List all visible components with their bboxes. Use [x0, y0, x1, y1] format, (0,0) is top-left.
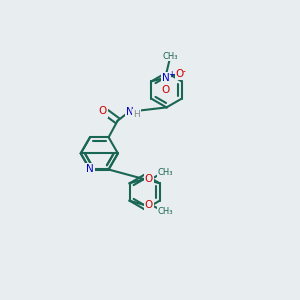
Text: O: O — [145, 174, 153, 184]
Text: O: O — [176, 69, 184, 79]
Text: H: H — [133, 110, 140, 119]
Text: O: O — [162, 85, 170, 95]
Text: CH₃: CH₃ — [162, 52, 178, 61]
Text: O: O — [145, 200, 153, 210]
Text: -: - — [182, 67, 185, 76]
Text: CH₃: CH₃ — [158, 207, 173, 216]
Text: N: N — [126, 107, 134, 117]
Text: O: O — [98, 106, 107, 116]
Text: N: N — [86, 164, 94, 175]
Text: N: N — [162, 73, 170, 83]
Text: CH₃: CH₃ — [158, 168, 173, 177]
Text: +: + — [169, 70, 175, 79]
